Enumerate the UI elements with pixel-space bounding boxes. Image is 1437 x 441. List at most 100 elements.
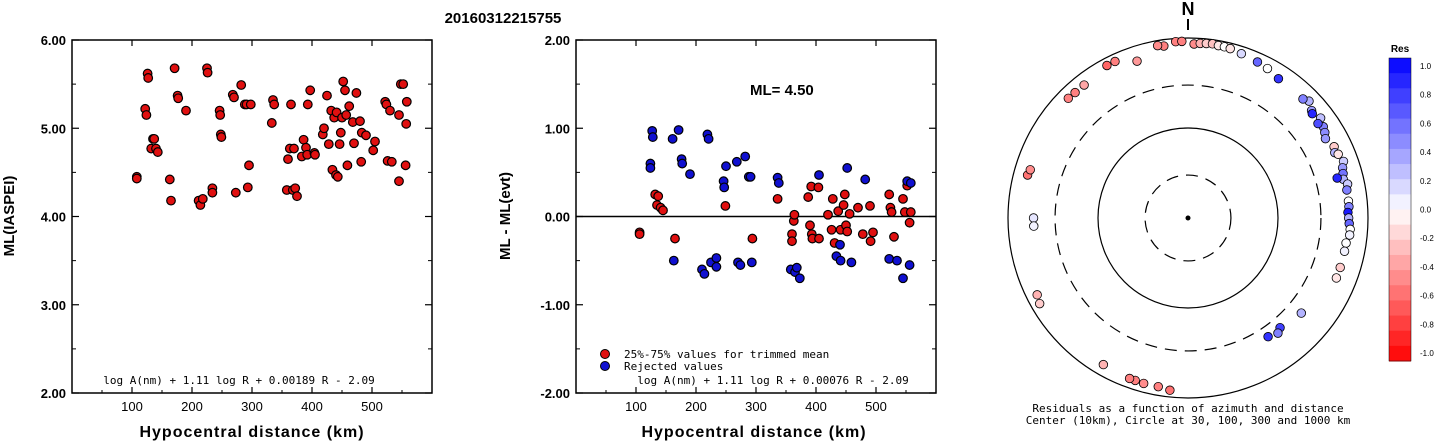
colorbar-segment (1389, 345, 1411, 362)
ml-data-point (351, 88, 362, 98)
azimuth-residual-point (1138, 378, 1149, 389)
colorbar-segment (1389, 209, 1411, 226)
rejected-point (719, 182, 730, 193)
rejected-point (794, 273, 805, 284)
colorbar-segment (1389, 88, 1411, 104)
epicenter-marker (1185, 215, 1191, 221)
azimuth-residual-point (1298, 94, 1308, 104)
trimmed-mean-point (805, 220, 815, 231)
rejected-point (905, 178, 916, 188)
ml-data-point (169, 63, 180, 74)
ml-data-point (342, 160, 353, 171)
azimuth-residual-point (1320, 133, 1331, 144)
trimmed-mean-point (904, 217, 915, 228)
ml-data-point (319, 123, 329, 134)
colorbar (1389, 58, 1411, 362)
colorbar-tick-label: 1.0 (1420, 62, 1432, 71)
trimmed-mean-point (838, 200, 849, 210)
ml-data-point (355, 116, 365, 127)
ml-data-point (332, 171, 343, 182)
azimuth-residual-point (1098, 359, 1109, 370)
rejected-point (711, 261, 722, 272)
trimmed-mean-point (844, 208, 855, 219)
trimmed-mean-point (813, 182, 824, 193)
distance-rings (1007, 37, 1369, 399)
trimmed-mean-point (884, 189, 895, 200)
rejected-point (846, 257, 857, 268)
left-panel: 100 200 300 400 500 2.00 3.00 4.00 5.00 6.00 log … (1, 33, 433, 441)
ml-data-point (356, 156, 367, 167)
rejected-point (721, 161, 731, 172)
colorbar-tick-label: -0.4 (1420, 263, 1434, 272)
rejected-point (842, 163, 853, 173)
ml-data-point (305, 85, 316, 96)
distance-ring-1000km (1007, 37, 1369, 399)
rejected-point (740, 151, 751, 162)
ml-data-point (394, 176, 404, 187)
colorbar-segment (1389, 164, 1411, 180)
left-x-tick-label: 100 (121, 399, 143, 414)
trimmed-mean-point (720, 201, 731, 211)
azimuth-residual-point (1296, 308, 1307, 318)
rejected-point (884, 253, 895, 264)
middle-axis-ticks: 100 200 300 400 500 -2.00 -1.00 0.00 1.00 2.00 (540, 33, 936, 414)
left-y-axis-label: ML(IASPEI) (1, 176, 18, 257)
trimmed-mean-point (857, 229, 868, 240)
left-axis-ticks: 100 200 300 400 500 2.00 3.00 4.00 5.00 6.00 (41, 33, 432, 414)
azimuth-residual-point (1273, 328, 1283, 338)
ml-data-point (401, 96, 412, 107)
trimmed-mean-point (839, 189, 850, 200)
ml-data-point (143, 73, 154, 83)
azimuth-residual-point (1333, 149, 1343, 159)
left-x-tick-label: 400 (301, 399, 323, 414)
ml-data-point (302, 99, 313, 110)
ml-data-point (173, 93, 184, 104)
ml-data-point (230, 187, 241, 198)
ml-data-point (292, 191, 302, 202)
ml-data-point (131, 173, 142, 184)
colorbar-tick-label: -0.6 (1420, 292, 1434, 301)
colorbar-segment (1389, 118, 1411, 135)
trimmed-mean-point (842, 226, 853, 237)
colorbar-segment (1389, 254, 1411, 271)
ml-value-label: ML= 4.50 (750, 82, 814, 99)
azimuth-residual-point (1342, 185, 1352, 195)
azimuth-residual-point (1262, 63, 1273, 74)
azimuth-residual-point (1079, 80, 1089, 90)
colorbar-frame (1388, 57, 1412, 362)
azimuth-residual-point (1307, 109, 1317, 119)
azimuth-residual-point (1034, 298, 1045, 309)
azimuth-residual-point (1153, 381, 1163, 392)
trimmed-mean-point (853, 202, 863, 213)
trimmed-mean-point (803, 192, 814, 202)
ml-data-point (229, 92, 239, 103)
ml-data-point (166, 195, 176, 206)
caption-line-1: Residuals as a function of azimuth and d… (1032, 402, 1343, 415)
ml-data-point (338, 76, 349, 87)
trimmed-mean-point (747, 233, 758, 244)
ml-data-point (141, 110, 152, 120)
trimmed-mean-point (865, 201, 875, 211)
colorbar-segment (1389, 103, 1411, 120)
ml-data-point (202, 67, 213, 78)
rejected-point (685, 169, 695, 180)
azimuth-residual-point (1273, 74, 1284, 84)
middle-y-tick-label: 2.00 (545, 33, 570, 48)
ml-data-point (386, 156, 397, 167)
ml-data-point (385, 105, 395, 116)
rejected-point (904, 260, 915, 270)
colorbar-segment (1389, 148, 1411, 165)
trimmed-mean-point (823, 209, 833, 220)
ml-data-point (266, 118, 277, 128)
ml-data-point (290, 183, 301, 194)
colorbar-segment (1389, 270, 1411, 286)
azimuth-residual-point (1132, 56, 1142, 66)
ml-data-point (334, 139, 345, 150)
ml-data-point (310, 149, 320, 160)
azimuth-residual-point (1335, 262, 1345, 273)
ml-data-point (216, 132, 227, 142)
azimuth-residual-point (1102, 60, 1112, 71)
azimuth-residual-point (1332, 173, 1342, 183)
colorbar-tick-label: -1.0 (1420, 349, 1434, 358)
ml-data-point (298, 134, 309, 145)
